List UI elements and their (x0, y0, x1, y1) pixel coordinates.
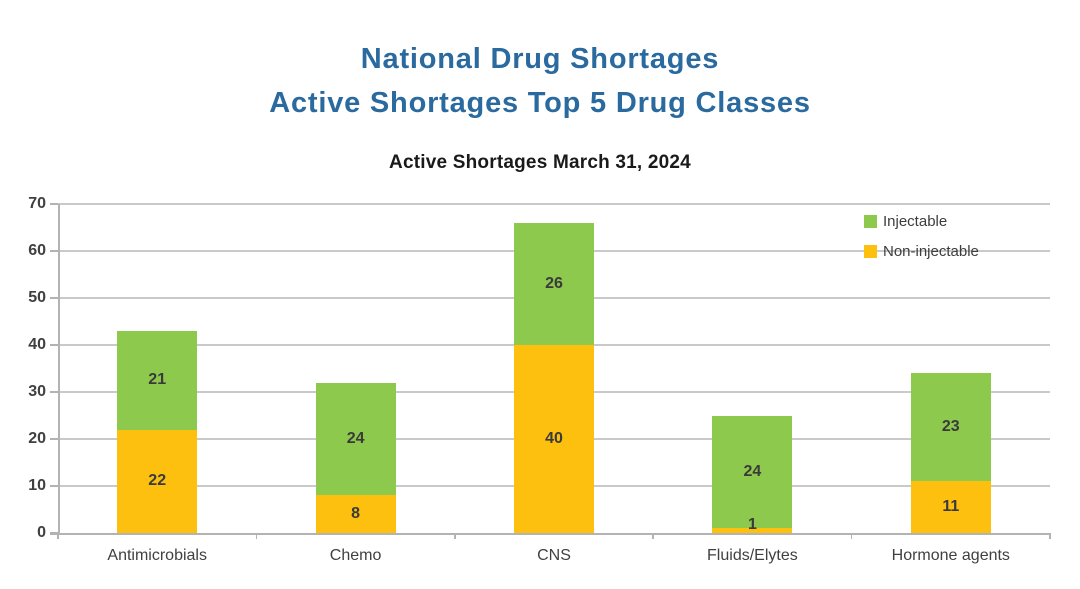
x-category-label-Fluids/Elytes: Fluids/Elytes (707, 547, 798, 564)
legend-label-Injectable: Injectable (883, 212, 948, 230)
bar-value-label: 8 (351, 505, 361, 523)
y-axis-line (58, 204, 60, 533)
bar-CNS-Non-injectable (514, 345, 594, 533)
bar-value-label: 21 (148, 371, 167, 389)
bar-Fluids/Elytes-Non-injectable (712, 528, 793, 533)
gridline-70 (58, 203, 1050, 205)
x-category-label-CNS: CNS (537, 547, 571, 564)
legend-item-Non-injectable: Non-injectable (864, 241, 979, 261)
y-tick-label-50: 50 (28, 289, 46, 306)
legend-swatch-Injectable (864, 214, 877, 228)
y-tick-30 (50, 391, 58, 393)
x-boundary-tick-3 (652, 533, 654, 539)
y-tick-label-60: 60 (28, 242, 46, 259)
legend-item-Injectable: Injectable (864, 211, 979, 231)
x-boundary-tick-5 (1049, 533, 1051, 539)
y-tick-label-30: 30 (28, 383, 46, 400)
bar-value-label: 26 (545, 274, 563, 292)
x-category-label-Chemo: Chemo (329, 547, 382, 564)
legend-label-Non-injectable: Non-injectable (883, 242, 979, 260)
bar-value-label: 24 (743, 462, 762, 480)
bar-value-label: 22 (148, 472, 167, 490)
bar-Chemo-Injectable (315, 382, 396, 496)
bar-value-label: 1 (747, 516, 757, 533)
x-boundary-tick-4 (850, 533, 853, 539)
bar-Antimicrobials-Injectable (117, 330, 198, 430)
x-boundary-tick-1 (255, 533, 258, 539)
bar-value-label: 23 (941, 418, 960, 436)
bar-value-label: 11 (942, 498, 960, 516)
x-category-label-Antimicrobials: Antimicrobials (107, 547, 207, 564)
x-category-label-Hormone agents: Hormone agents (891, 547, 1010, 564)
x-boundary-tick-0 (57, 533, 59, 539)
page-title: National Drug Shortages Active Shortages… (0, 38, 1080, 125)
y-tick-label-70: 70 (28, 195, 46, 212)
bar-Chemo-Non-injectable (315, 495, 396, 533)
bar-value-label: 24 (346, 430, 365, 447)
page-title-line-1: National Drug Shortages (360, 43, 720, 75)
y-tick-label-20: 20 (28, 430, 46, 447)
bar-Hormone agents-Non-injectable (910, 481, 991, 533)
bar-value-label: 40 (545, 430, 563, 447)
bar-Hormone agents-Injectable (910, 373, 991, 482)
bar-CNS-Injectable (514, 222, 594, 345)
x-boundary-tick-2 (454, 533, 456, 539)
y-tick-label-40: 40 (28, 336, 46, 353)
chart-title: Active Shortages March 31, 2024 (389, 152, 691, 173)
y-tick-40 (50, 344, 58, 346)
plot-area: 0 10 20 30 40 50 60 70 22 21 8 24 40 26 1 24 11 23 Antim… (28, 195, 1051, 564)
legend: Injectable Non-injectable (864, 211, 979, 261)
legend-swatch-Non-injectable (864, 244, 877, 258)
y-tick-60 (50, 250, 58, 252)
y-tick-label-0: 0 (37, 524, 46, 541)
bar-Antimicrobials-Non-injectable (117, 429, 198, 533)
y-tick-70 (50, 203, 58, 205)
y-tick-10 (50, 485, 58, 487)
page-title-line-2: Active Shortages Top 5 Drug Classes (269, 86, 811, 119)
y-tick-20 (50, 438, 58, 440)
y-tick-50 (50, 297, 58, 299)
bar-Fluids/Elytes-Injectable (712, 415, 793, 529)
x-axis-line (50, 533, 1050, 535)
y-tick-label-10: 10 (28, 477, 46, 494)
